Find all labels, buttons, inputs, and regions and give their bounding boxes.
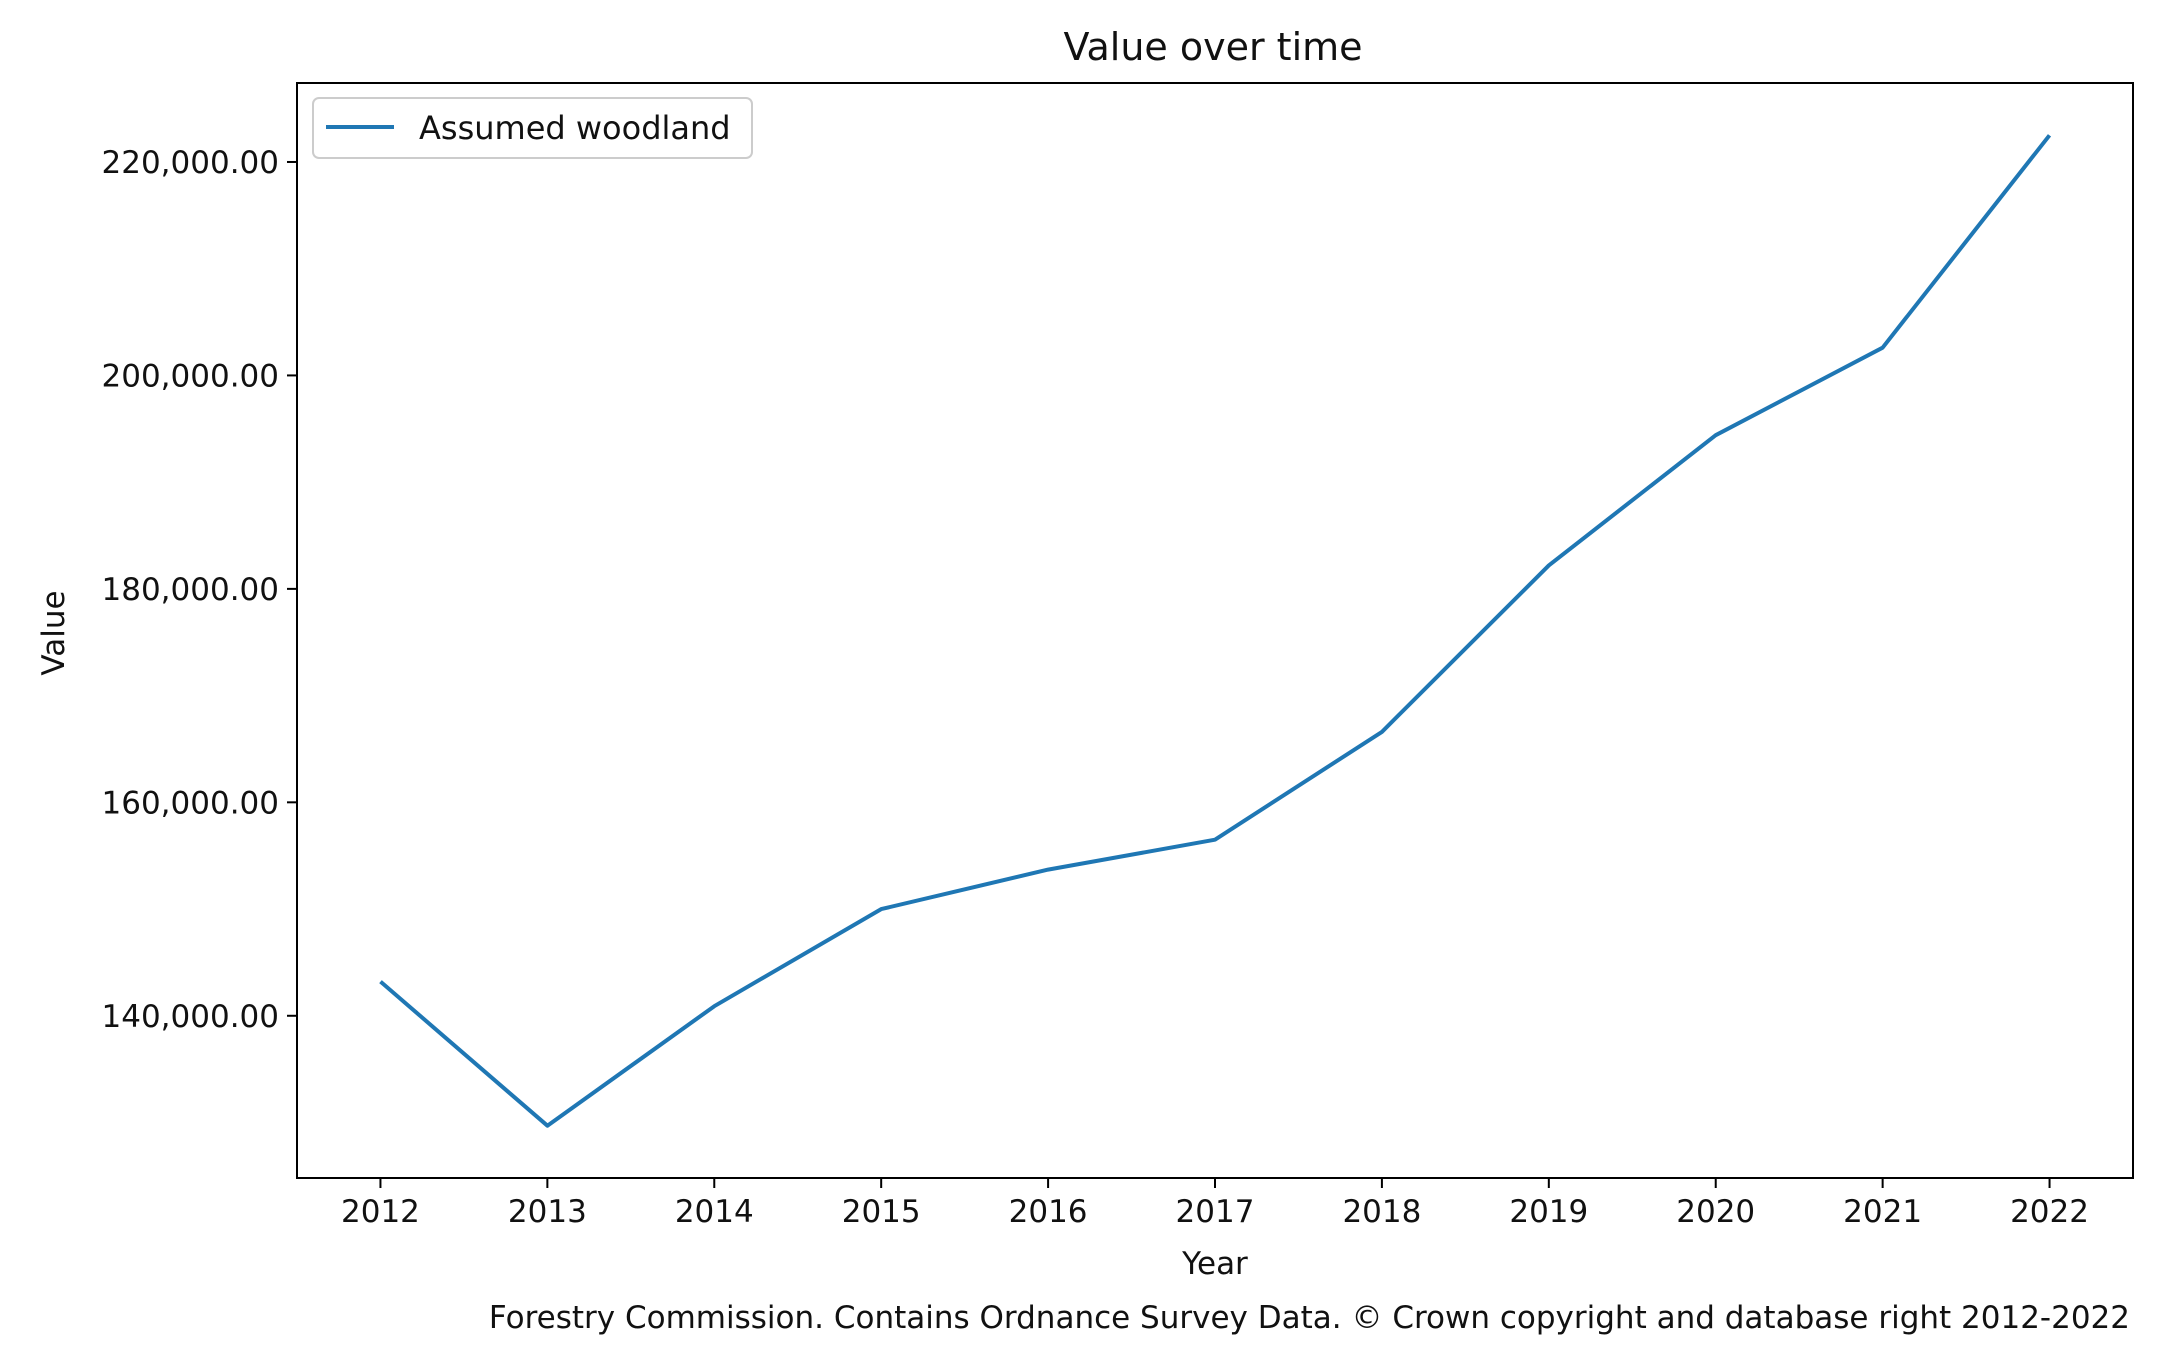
x-axis-ticks: 2012 2013 2014 2015 2016 2017 2018 2019 2020 2021… <box>341 1178 2089 1230</box>
x-tick-label: 2017 <box>1176 1194 1255 1230</box>
legend: Assumed woodland <box>312 97 753 159</box>
series-layer <box>379 134 2052 1128</box>
x-tick-label: 2015 <box>842 1194 921 1230</box>
y-axis-label: Value <box>36 590 72 675</box>
x-axis-label: Year <box>1181 1246 1248 1282</box>
x-tick-label: 2014 <box>675 1194 754 1230</box>
plot-area-frame <box>296 82 2134 1179</box>
series-line-assumed-woodland <box>379 134 2052 1128</box>
x-tick-label: 2021 <box>1843 1194 1922 1230</box>
chart-title: Value over time <box>1063 25 1362 69</box>
x-tick-label: 2022 <box>2010 1194 2089 1230</box>
x-tick-label: 2020 <box>1676 1194 1755 1230</box>
legend-box <box>312 97 753 159</box>
y-tick-label: 200,000.00 <box>102 358 280 394</box>
x-tick-label: 2016 <box>1009 1194 1088 1230</box>
x-tick-label: 2018 <box>1342 1194 1421 1230</box>
y-tick-label: 180,000.00 <box>102 572 280 608</box>
y-tick-label: 140,000.00 <box>102 999 280 1035</box>
x-tick-label: 2012 <box>341 1194 420 1230</box>
source-footnote: Forestry Commission. Contains Ordnance S… <box>489 1300 2130 1336</box>
y-tick-label: 220,000.00 <box>102 145 280 181</box>
y-tick-label: 160,000.00 <box>102 785 280 821</box>
legend-label-assumed-woodland: Assumed woodland <box>419 109 731 147</box>
y-axis-ticks: 140,000.00 160,000.00 180,000.00 200,000.00… <box>102 145 297 1035</box>
x-tick-label: 2013 <box>508 1194 587 1230</box>
x-tick-label: 2019 <box>1509 1194 1588 1230</box>
